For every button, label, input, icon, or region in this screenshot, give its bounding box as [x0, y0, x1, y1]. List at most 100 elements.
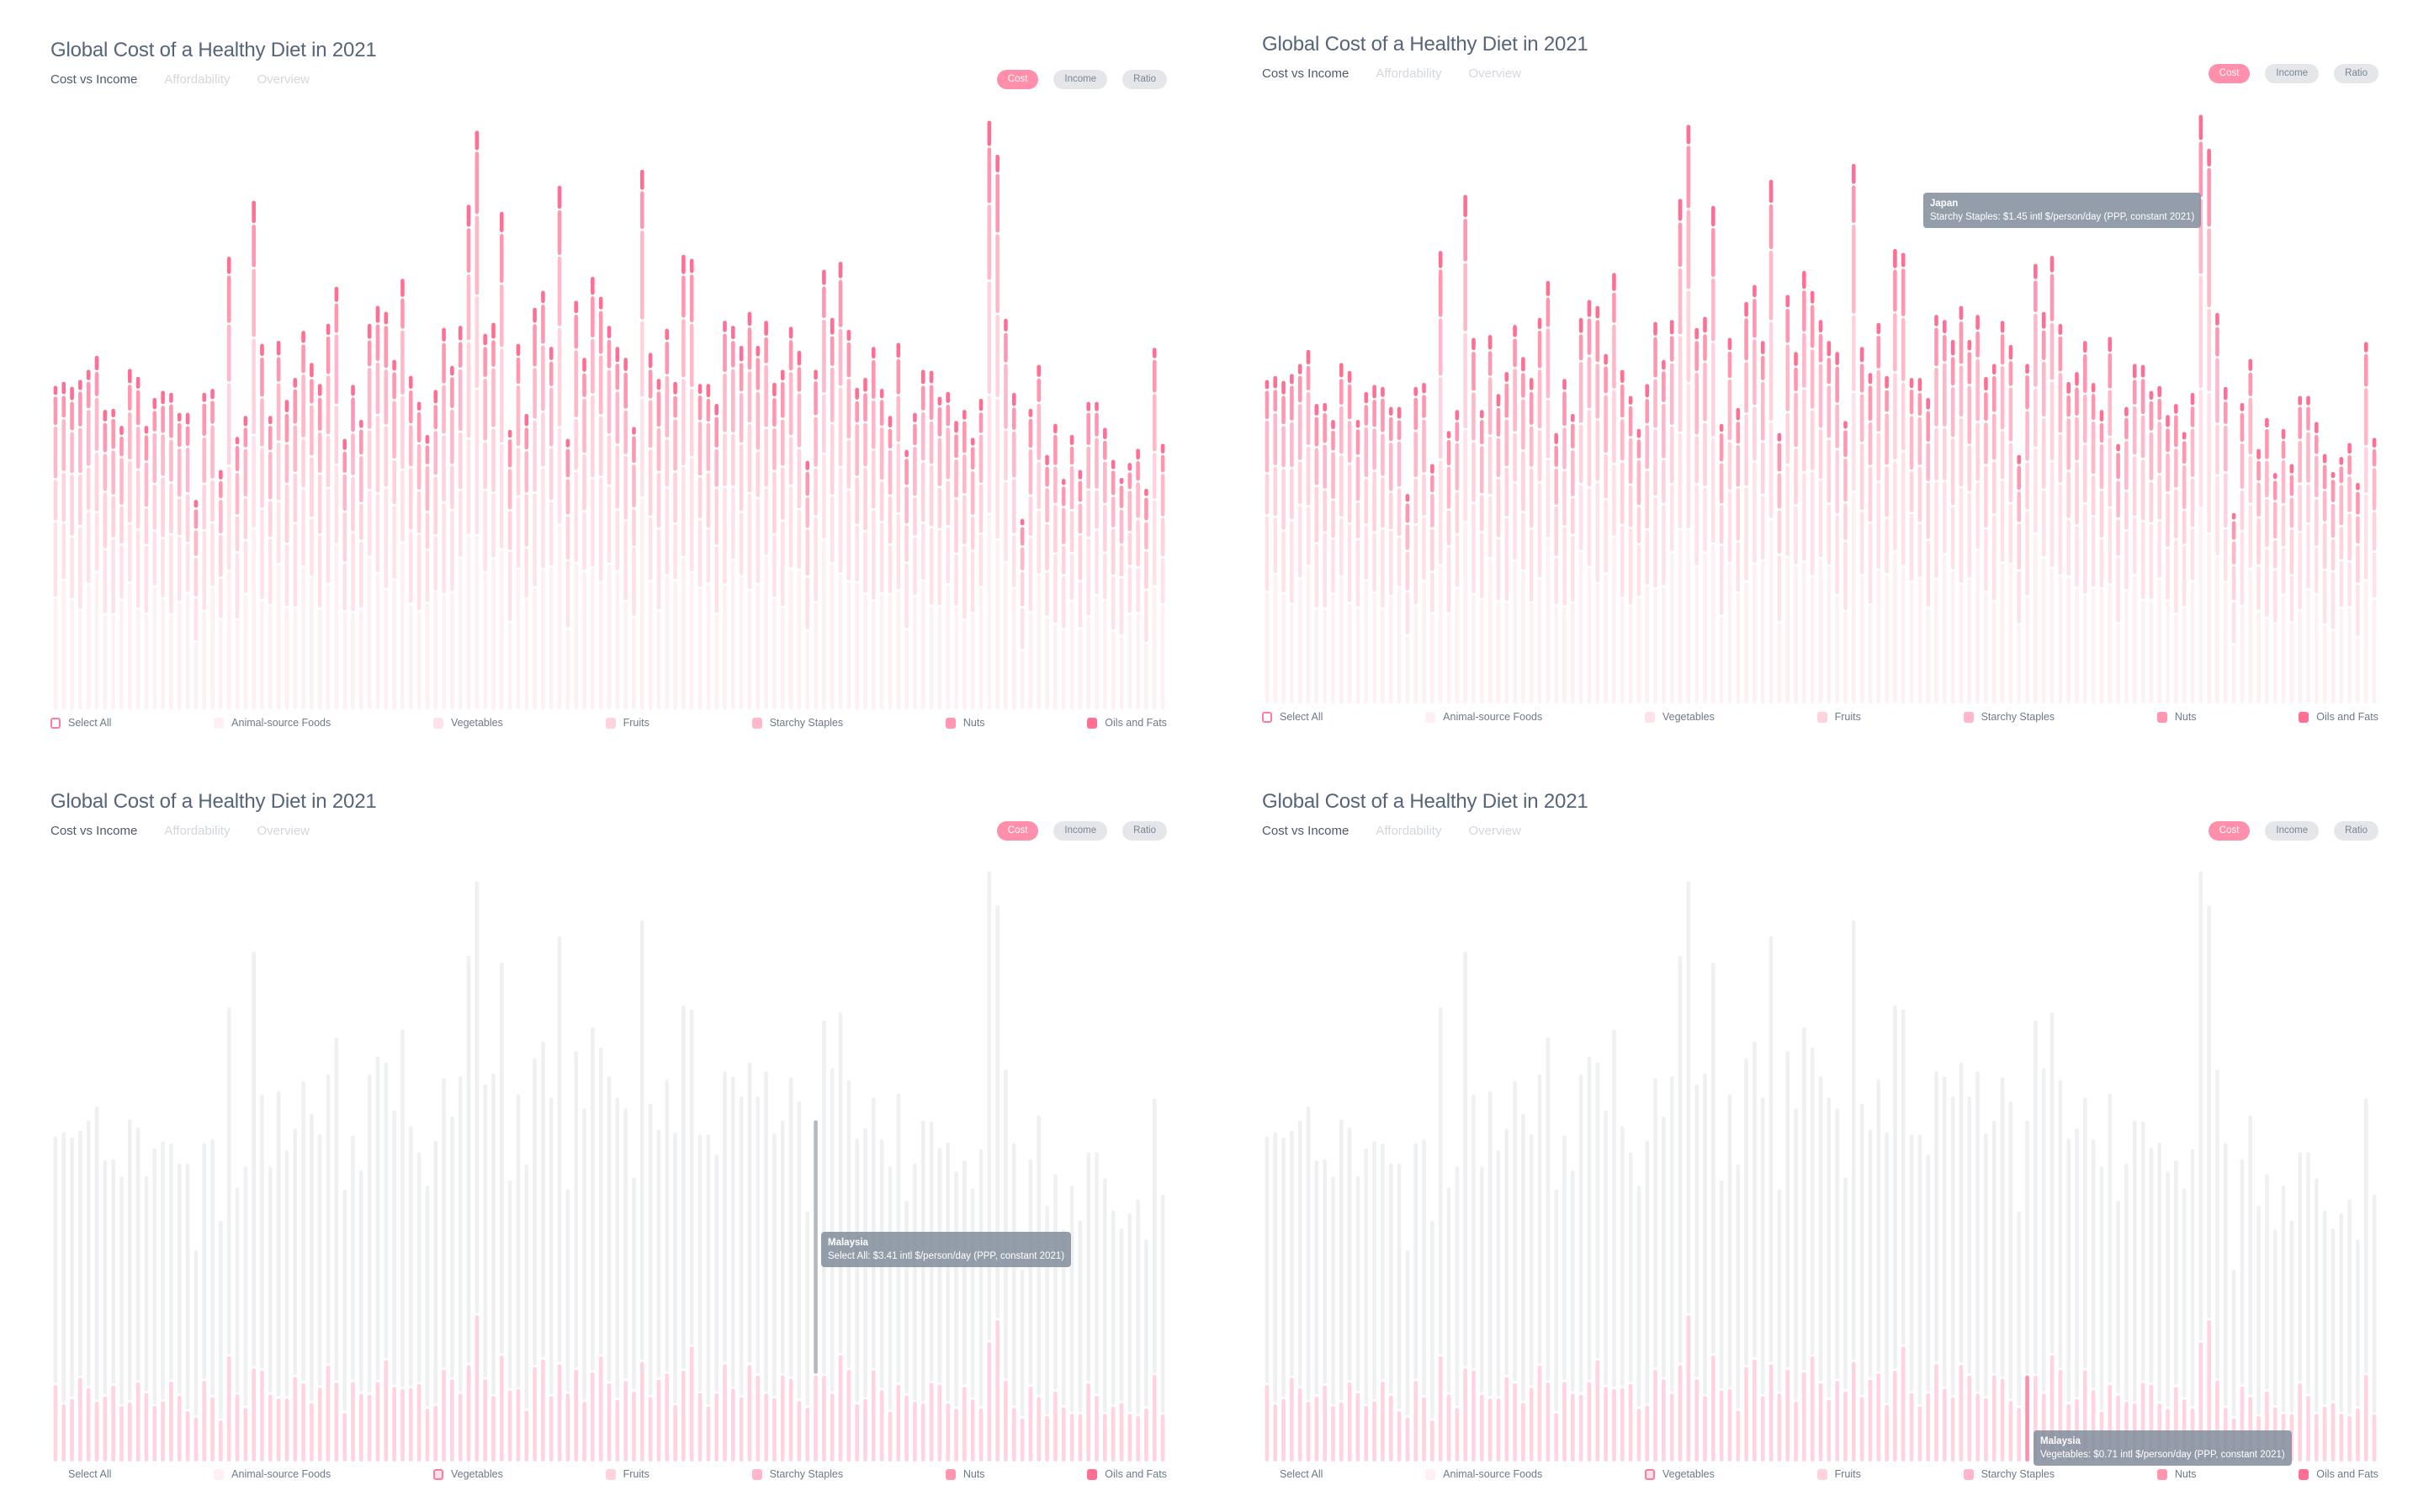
bar-segment-nuts[interactable]	[764, 337, 768, 363]
bar-segment-oils[interactable]	[1339, 363, 1344, 378]
bar-segment-starchy[interactable]	[301, 374, 305, 438]
legend-item-animal-source-foods[interactable]: Animal-source Foods	[1425, 1468, 1542, 1480]
bar-inactive[interactable]	[2256, 1205, 2261, 1414]
bar-segment-nuts[interactable]	[1388, 416, 1393, 442]
bar-segment-vegetables[interactable]	[913, 1401, 917, 1462]
bar-segment-fruits[interactable]	[1339, 455, 1344, 517]
bar-segment-starchy[interactable]	[326, 375, 331, 435]
bar-segment-fruits[interactable]	[1876, 432, 1881, 481]
bar-segment-starchy[interactable]	[995, 234, 1000, 314]
bar-segment-starchy[interactable]	[1926, 443, 1930, 481]
bar-segment-oils[interactable]	[1991, 363, 1996, 375]
tab-cost-vs-income[interactable]: Cost vs Income	[50, 824, 138, 838]
bar-segment-animal[interactable]	[375, 573, 380, 709]
bar-segment-fruits[interactable]	[53, 480, 58, 521]
bar-segment-nuts[interactable]	[1355, 429, 1360, 455]
bar-segment-animal[interactable]	[2099, 589, 2104, 703]
bar-segment-oils[interactable]	[2034, 263, 2038, 279]
bar-segment-vegetables[interactable]	[533, 1366, 537, 1462]
bar-segment-nuts[interactable]	[334, 303, 339, 333]
bar-segment-vegetables[interactable]	[1785, 1369, 1790, 1462]
legend-item-animal-source-foods[interactable]: Animal-source Foods	[1425, 711, 1542, 723]
bar-segment-fruits[interactable]	[128, 461, 132, 523]
bar-segment-animal[interactable]	[772, 598, 777, 709]
bar-segment-vegetables[interactable]	[144, 1393, 149, 1462]
bar-inactive[interactable]	[483, 1084, 487, 1378]
bar-segment-animal[interactable]	[1529, 603, 1534, 703]
bar-segment-vegetables[interactable]	[2298, 1382, 2302, 1462]
bar-segment-starchy[interactable]	[1405, 524, 1410, 550]
bar-segment-fruits[interactable]	[830, 424, 835, 495]
bar-segment-animal[interactable]	[797, 570, 802, 709]
bar-segment-vegetables[interactable]	[86, 512, 91, 584]
bar-segment-fruits[interactable]	[1086, 490, 1090, 538]
bar-segment-starchy[interactable]	[2124, 441, 2129, 491]
bar-segment-animal[interactable]	[2322, 625, 2327, 703]
bar-segment-oils[interactable]	[243, 416, 248, 427]
bar-segment-animal[interactable]	[2356, 638, 2360, 703]
bar-segment-fruits[interactable]	[1290, 469, 1294, 520]
bar-segment-animal[interactable]	[2108, 585, 2113, 703]
bar-segment-vegetables[interactable]	[392, 506, 396, 579]
bar-segment-vegetables[interactable]	[433, 536, 438, 591]
bar-segment-animal[interactable]	[1546, 538, 1551, 703]
bar-segment-oils[interactable]	[342, 438, 347, 450]
bar-inactive[interactable]	[1768, 936, 1774, 1363]
bar-segment-fruits[interactable]	[408, 468, 413, 530]
bar-segment-fruits[interactable]	[697, 477, 703, 518]
bar-inactive[interactable]	[946, 1142, 951, 1402]
bar-segment-fruits[interactable]	[1943, 427, 1947, 480]
bar-segment-animal[interactable]	[111, 615, 115, 709]
bar-segment-oils[interactable]	[1103, 427, 1107, 439]
bar-segment-nuts[interactable]	[2075, 387, 2079, 416]
bar-segment-vegetables[interactable]	[855, 525, 859, 582]
bar-inactive[interactable]	[1694, 1084, 1699, 1378]
bar-segment-oils[interactable]	[450, 365, 454, 376]
bar-segment-nuts[interactable]	[1991, 376, 1996, 412]
bar-segment-vegetables[interactable]	[103, 549, 108, 613]
bar-segment-fruits[interactable]	[1037, 462, 1042, 510]
bar-segment-nuts[interactable]	[731, 341, 735, 368]
bar-inactive[interactable]	[507, 1180, 512, 1389]
bar-inactive[interactable]	[416, 1152, 422, 1382]
bar-segment-starchy[interactable]	[582, 398, 586, 454]
bar-segment-starchy[interactable]	[86, 410, 91, 466]
bar-inactive[interactable]	[639, 920, 644, 1361]
bar-segment-starchy[interactable]	[1859, 394, 1864, 443]
bar-segment-vegetables[interactable]	[1273, 517, 1278, 574]
bar-segment-starchy[interactable]	[607, 369, 612, 434]
bar-segment-vegetables[interactable]	[2025, 1375, 2029, 1462]
bar-segment-oils[interactable]	[507, 429, 512, 438]
bar-segment-vegetables[interactable]	[1061, 1407, 1066, 1462]
bar-segment-nuts[interactable]	[1587, 318, 1592, 355]
bar-segment-animal[interactable]	[689, 572, 694, 709]
bar-segment-vegetables[interactable]	[615, 510, 620, 570]
bar-inactive[interactable]	[1331, 1176, 1335, 1405]
bar-segment-vegetables[interactable]	[408, 1387, 413, 1462]
bar-segment-animal[interactable]	[2331, 630, 2336, 703]
bar-segment-fruits[interactable]	[1413, 479, 1418, 524]
bar-segment-nuts[interactable]	[1513, 338, 1517, 368]
bar-segment-vegetables[interactable]	[226, 1355, 231, 1462]
bar-segment-fruits[interactable]	[2256, 517, 2261, 565]
bar-segment-oils[interactable]	[1678, 199, 1683, 221]
bar-segment-oils[interactable]	[1152, 347, 1157, 358]
bar-segment-fruits[interactable]	[2041, 418, 2046, 489]
bar-segment-vegetables[interactable]	[1794, 506, 1798, 565]
bar-segment-starchy[interactable]	[1347, 421, 1352, 464]
bar-segment-starchy[interactable]	[665, 375, 670, 438]
bar-segment-starchy[interactable]	[1455, 443, 1460, 491]
bar-segment-animal[interactable]	[458, 558, 463, 709]
bar-segment-vegetables[interactable]	[1095, 1395, 1099, 1462]
bar-segment-oils[interactable]	[276, 341, 281, 356]
bar-segment-animal[interactable]	[1487, 559, 1493, 703]
bar-segment-fruits[interactable]	[1471, 442, 1476, 502]
bar-segment-nuts[interactable]	[1950, 357, 1955, 386]
bar-inactive[interactable]	[152, 1148, 157, 1404]
bar-segment-starchy[interactable]	[2049, 322, 2055, 380]
bar-segment-vegetables[interactable]	[2331, 572, 2336, 629]
bar-inactive[interactable]	[2132, 1120, 2137, 1402]
bar-inactive[interactable]	[1546, 1037, 1551, 1382]
bar-segment-fruits[interactable]	[442, 435, 446, 502]
bar-segment-vegetables[interactable]	[1069, 554, 1074, 601]
